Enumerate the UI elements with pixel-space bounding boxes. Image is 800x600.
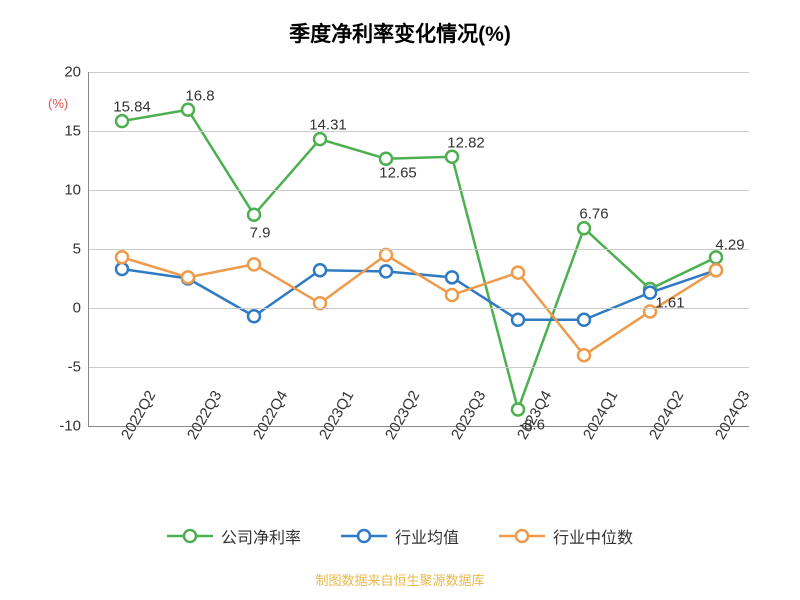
data-marker (380, 265, 392, 277)
y-axis-label: (%) (48, 96, 68, 111)
y-tick: 10 (64, 182, 89, 199)
legend-swatch (499, 528, 545, 544)
legend-item: 行业中位数 (499, 524, 633, 548)
data-marker (446, 289, 458, 301)
legend-label: 行业中位数 (553, 524, 633, 548)
data-marker (248, 310, 260, 322)
data-label: 6.76 (579, 206, 608, 223)
data-label: 14.31 (309, 117, 347, 134)
data-marker (116, 115, 128, 127)
y-tick: 20 (64, 64, 89, 81)
data-marker (512, 267, 524, 279)
data-label: 12.65 (379, 164, 417, 181)
data-marker (314, 264, 326, 276)
plot-area: -10-5051015202022Q22022Q32022Q42023Q1202… (88, 72, 749, 427)
legend-swatch (341, 528, 387, 544)
data-label: 4.29 (715, 237, 744, 254)
data-label: 1.61 (655, 295, 684, 312)
data-label: 12.82 (447, 134, 485, 151)
y-tick: -10 (59, 418, 89, 435)
y-tick: 15 (64, 123, 89, 140)
legend-swatch (167, 528, 213, 544)
data-marker (446, 271, 458, 283)
data-label: -8.6 (519, 417, 545, 434)
data-marker (644, 287, 656, 299)
data-label: 16.8 (185, 87, 214, 104)
y-tick: -5 (68, 359, 89, 376)
data-marker (182, 271, 194, 283)
data-marker (248, 258, 260, 270)
data-marker (380, 153, 392, 165)
data-marker (578, 222, 590, 234)
data-marker (512, 403, 524, 415)
data-marker (380, 249, 392, 261)
data-label: 7.9 (250, 224, 271, 241)
legend-label: 公司净利率 (221, 524, 301, 548)
series-line (122, 255, 716, 355)
data-marker (182, 104, 194, 116)
legend-item: 行业均值 (341, 524, 459, 548)
data-marker (446, 151, 458, 163)
data-marker (710, 264, 722, 276)
data-marker (248, 209, 260, 221)
chart-container: 季度净利率变化情况(%) (%) -10-5051015202022Q22022… (0, 0, 800, 600)
credit-text: 制图数据来自恒生聚源数据库 (0, 570, 800, 589)
chart-title: 季度净利率变化情况(%) (0, 18, 800, 48)
series-line (122, 110, 716, 410)
data-marker (314, 133, 326, 145)
legend-label: 行业均值 (395, 524, 459, 548)
series-line (122, 269, 716, 320)
data-marker (512, 314, 524, 326)
data-label: 15.84 (113, 99, 151, 116)
y-tick: 0 (73, 300, 89, 317)
data-marker (578, 349, 590, 361)
legend: 公司净利率 行业均值 行业中位数 (0, 524, 800, 548)
data-marker (578, 314, 590, 326)
data-marker (116, 263, 128, 275)
data-marker (116, 251, 128, 263)
y-tick: 5 (73, 241, 89, 258)
legend-item: 公司净利率 (167, 524, 301, 548)
